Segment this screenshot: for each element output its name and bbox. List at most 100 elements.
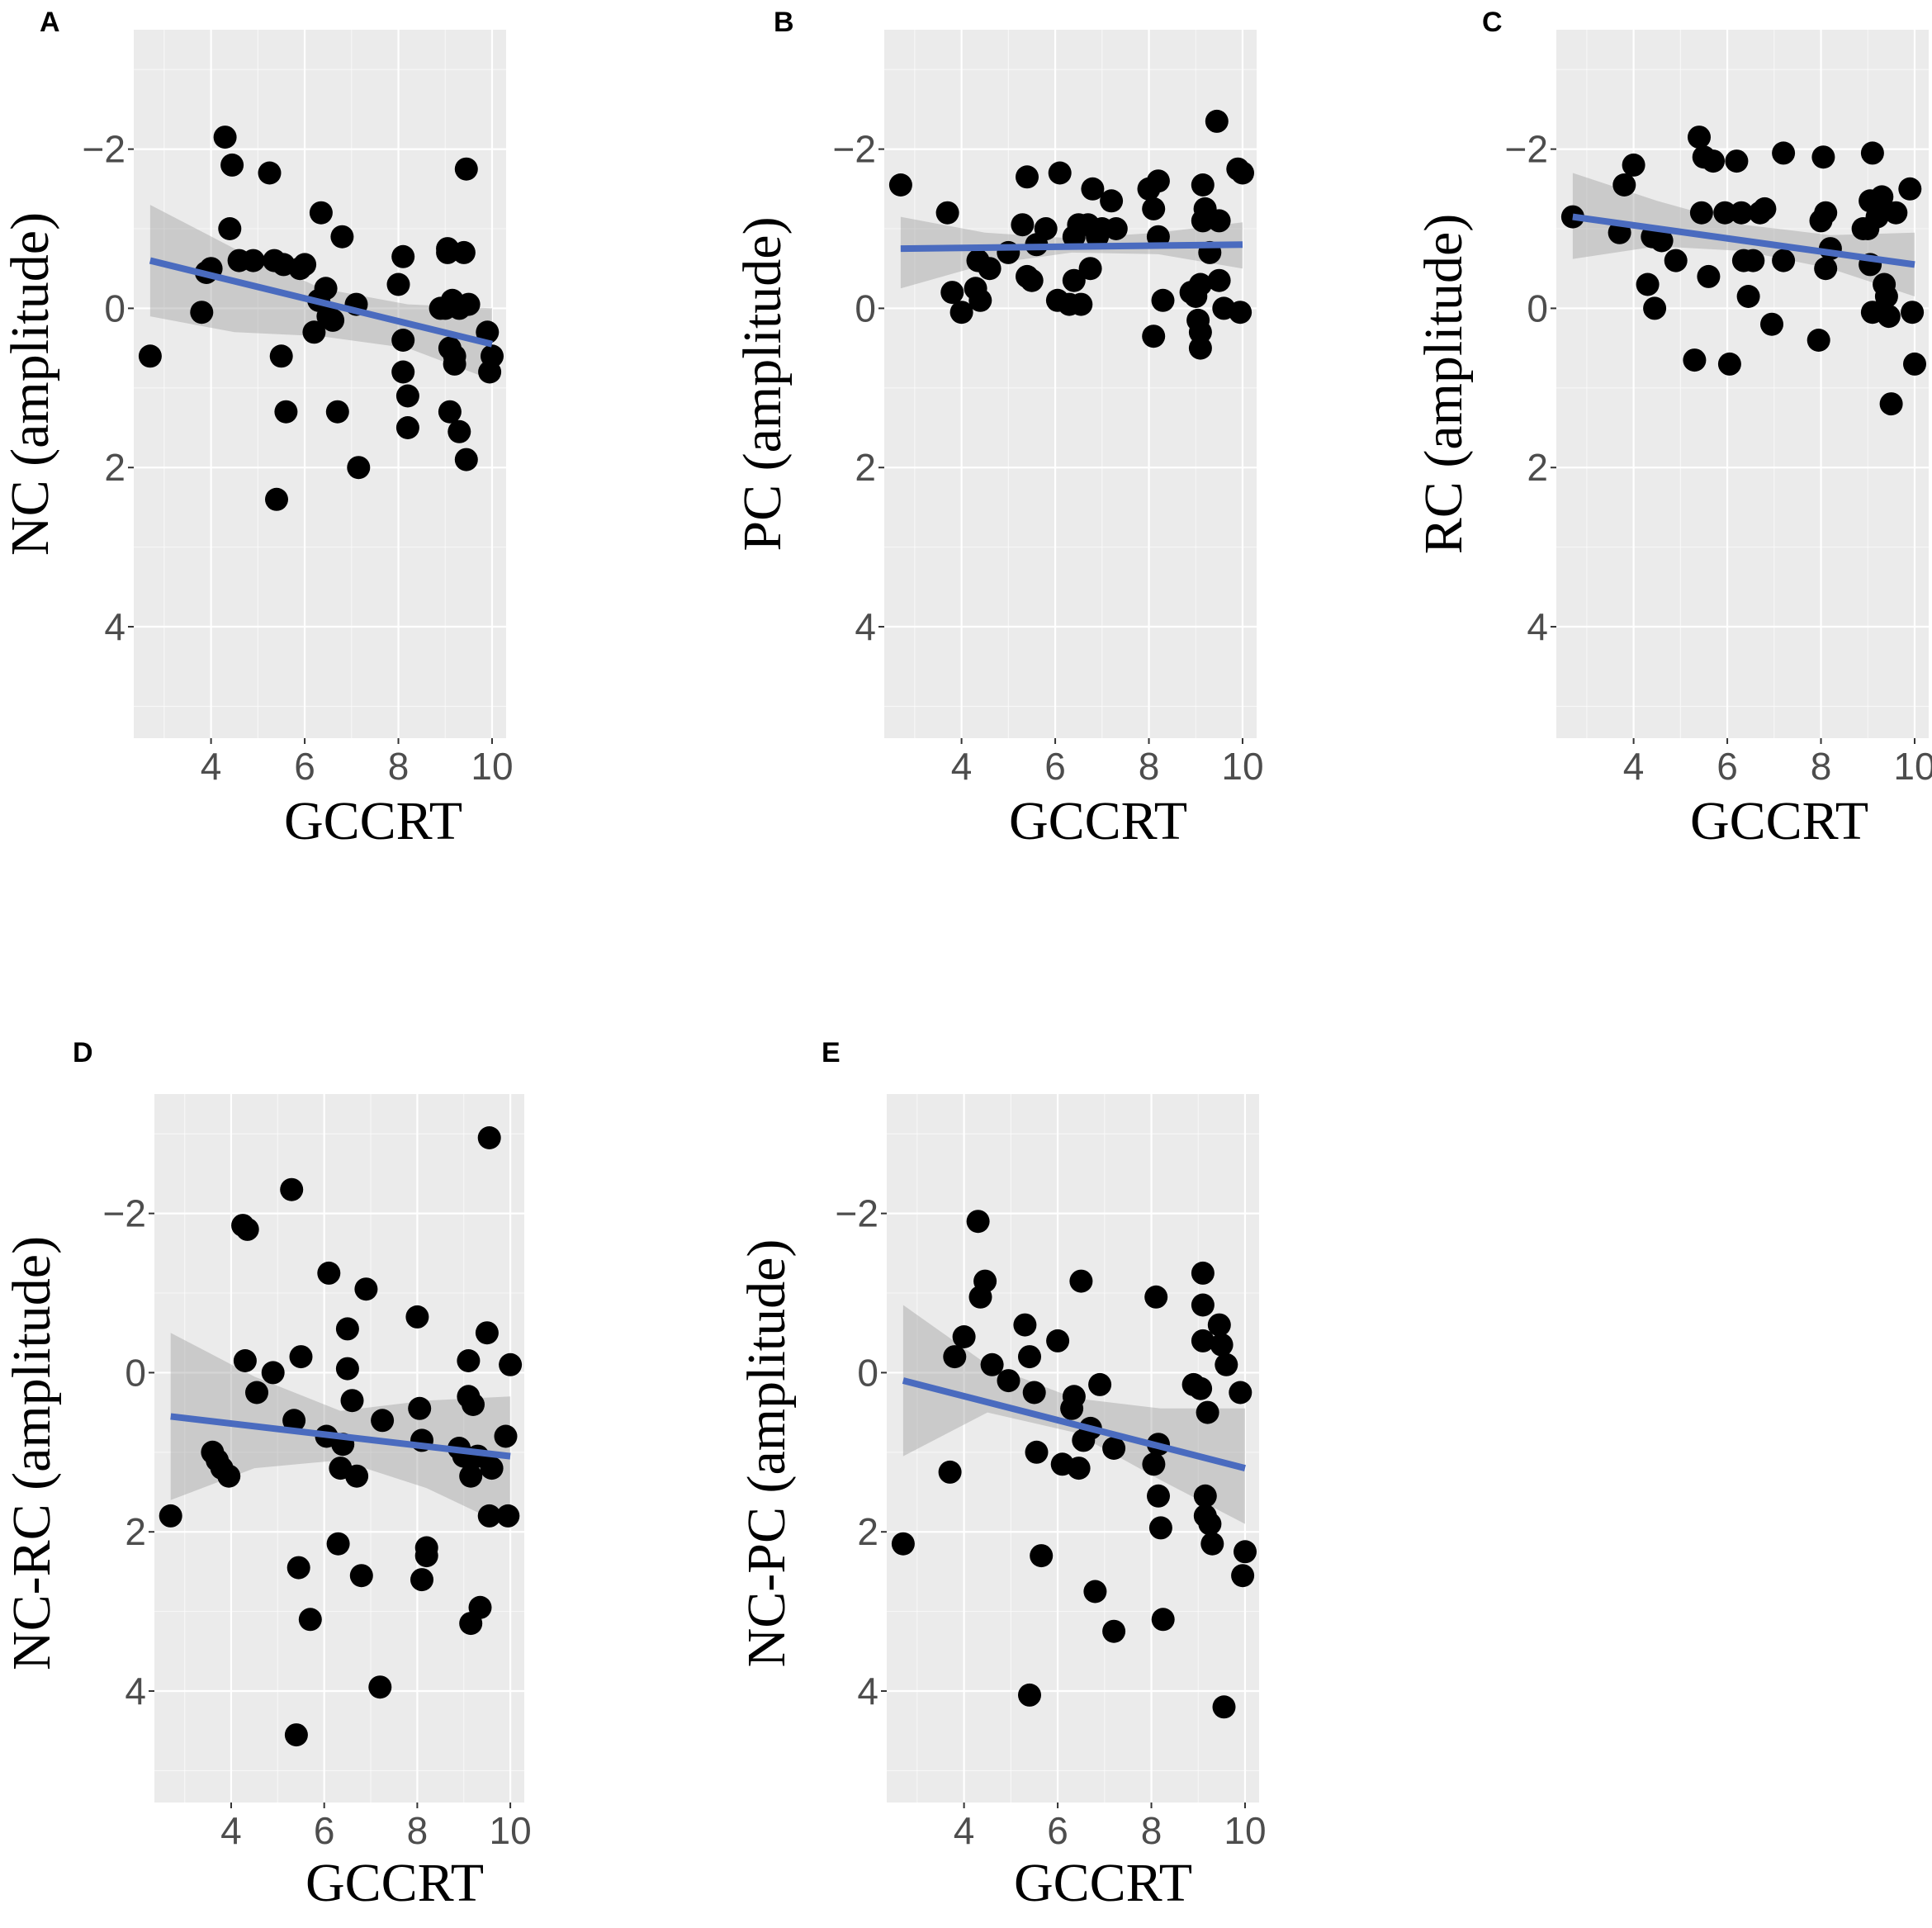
x-tick-label: 6	[314, 1809, 335, 1852]
data-point	[217, 1464, 241, 1488]
y-tick-label: 0	[855, 287, 876, 329]
data-point	[1688, 126, 1711, 149]
data-point	[1231, 1564, 1255, 1588]
x-tick-label: 8	[1141, 1809, 1163, 1852]
data-point	[213, 126, 237, 149]
data-point	[1612, 173, 1636, 197]
data-point	[1215, 1352, 1238, 1376]
data-point	[1018, 1345, 1041, 1369]
panel-d: 4 6 8 10 −2 0 2 4 GCCRT NC-RC (amplitude) D	[2, 1037, 532, 1913]
y-tick-label: 0	[125, 1351, 146, 1394]
data-point	[269, 344, 293, 368]
data-point	[1207, 209, 1231, 233]
data-point	[1760, 312, 1783, 336]
data-point	[447, 419, 471, 443]
data-point	[1207, 1313, 1231, 1337]
data-point	[1772, 141, 1796, 165]
data-point	[1772, 249, 1796, 272]
y-tick-label: 2	[857, 1510, 878, 1553]
data-point	[1189, 1376, 1213, 1400]
data-point	[997, 1369, 1020, 1393]
y-tick-label: −2	[83, 128, 125, 171]
panel-e: 4 6 8 10 −2 0 2 4 GCCRT NC-PC (amplitude) E	[736, 1037, 1267, 1913]
x-tick-label: 6	[1047, 1809, 1068, 1852]
plot-background	[884, 30, 1257, 738]
data-point	[386, 272, 410, 296]
data-point	[943, 1345, 967, 1369]
data-point	[1088, 1372, 1112, 1396]
data-point	[1062, 1385, 1086, 1409]
data-point	[1200, 1532, 1224, 1556]
data-point	[241, 249, 265, 272]
panel-c: 4 6 8 10 −2 0 2 4 GCCRT RC (amplitude) C	[1413, 7, 1932, 851]
data-point	[1884, 201, 1908, 225]
data-point	[1048, 161, 1072, 185]
data-point	[952, 1325, 976, 1348]
y-tick-label: −2	[103, 1192, 146, 1235]
y-tick-label: 0	[857, 1351, 878, 1394]
panel-label: C	[1482, 7, 1503, 38]
data-point	[1083, 1580, 1107, 1604]
x-axis-title: GCCRT	[305, 1853, 484, 1913]
data-point	[1046, 1329, 1070, 1352]
data-point	[968, 288, 992, 312]
data-point	[938, 1460, 962, 1484]
x-tick-label: 8	[1811, 745, 1832, 788]
data-point	[1013, 1313, 1037, 1337]
data-point	[1636, 272, 1660, 296]
regression-line	[149, 257, 493, 348]
data-point	[298, 1608, 322, 1632]
y-axis-title: NC (amplitude)	[0, 212, 60, 556]
data-point	[314, 277, 338, 301]
data-point	[368, 1675, 392, 1699]
data-point	[1713, 201, 1737, 225]
data-point	[1874, 285, 1898, 308]
y-axis-title: NC-RC (amplitude)	[2, 1236, 62, 1670]
data-point	[1151, 288, 1175, 312]
y-tick-label: −2	[836, 1192, 878, 1235]
data-point	[1807, 329, 1830, 352]
data-point	[1020, 268, 1044, 292]
data-point	[395, 416, 419, 439]
plot-background	[1556, 30, 1929, 738]
x-axis-title: GCCRT	[284, 791, 462, 851]
y-tick-label: 2	[125, 1510, 146, 1553]
data-point	[274, 400, 298, 424]
panel-label: B	[774, 7, 794, 38]
data-point	[326, 1532, 350, 1556]
data-point	[1753, 197, 1777, 220]
data-point	[476, 320, 500, 344]
y-tick-label: 2	[104, 446, 125, 489]
panel-label: D	[73, 1037, 93, 1068]
data-point	[978, 257, 1002, 281]
data-point	[1025, 1440, 1049, 1464]
data-point	[1212, 1695, 1236, 1719]
data-point	[888, 173, 912, 197]
data-point	[325, 400, 349, 424]
data-point	[1811, 145, 1835, 169]
data-point	[1011, 213, 1035, 237]
data-point	[395, 384, 419, 408]
y-tick-label: −2	[833, 128, 876, 171]
data-point	[1142, 1452, 1166, 1476]
data-point	[347, 456, 371, 480]
regression-line	[1572, 213, 1915, 268]
y-tick-label: 4	[855, 605, 876, 648]
data-point	[1022, 1381, 1046, 1405]
y-axis-title: RC (amplitude)	[1413, 214, 1474, 554]
data-point	[1034, 217, 1058, 240]
x-tick-label: 8	[1139, 745, 1160, 788]
x-tick-label: 10	[1224, 1809, 1266, 1852]
y-tick-label: 4	[857, 1670, 878, 1712]
data-point	[321, 308, 345, 332]
plot-background	[887, 1094, 1259, 1802]
data-point	[414, 1536, 438, 1560]
data-point	[1650, 229, 1674, 253]
data-point	[1643, 296, 1667, 320]
data-point	[1689, 201, 1713, 225]
data-point	[302, 320, 326, 344]
data-point	[457, 292, 481, 316]
data-point	[258, 161, 282, 185]
data-point	[1144, 1285, 1168, 1309]
data-point	[330, 225, 354, 249]
